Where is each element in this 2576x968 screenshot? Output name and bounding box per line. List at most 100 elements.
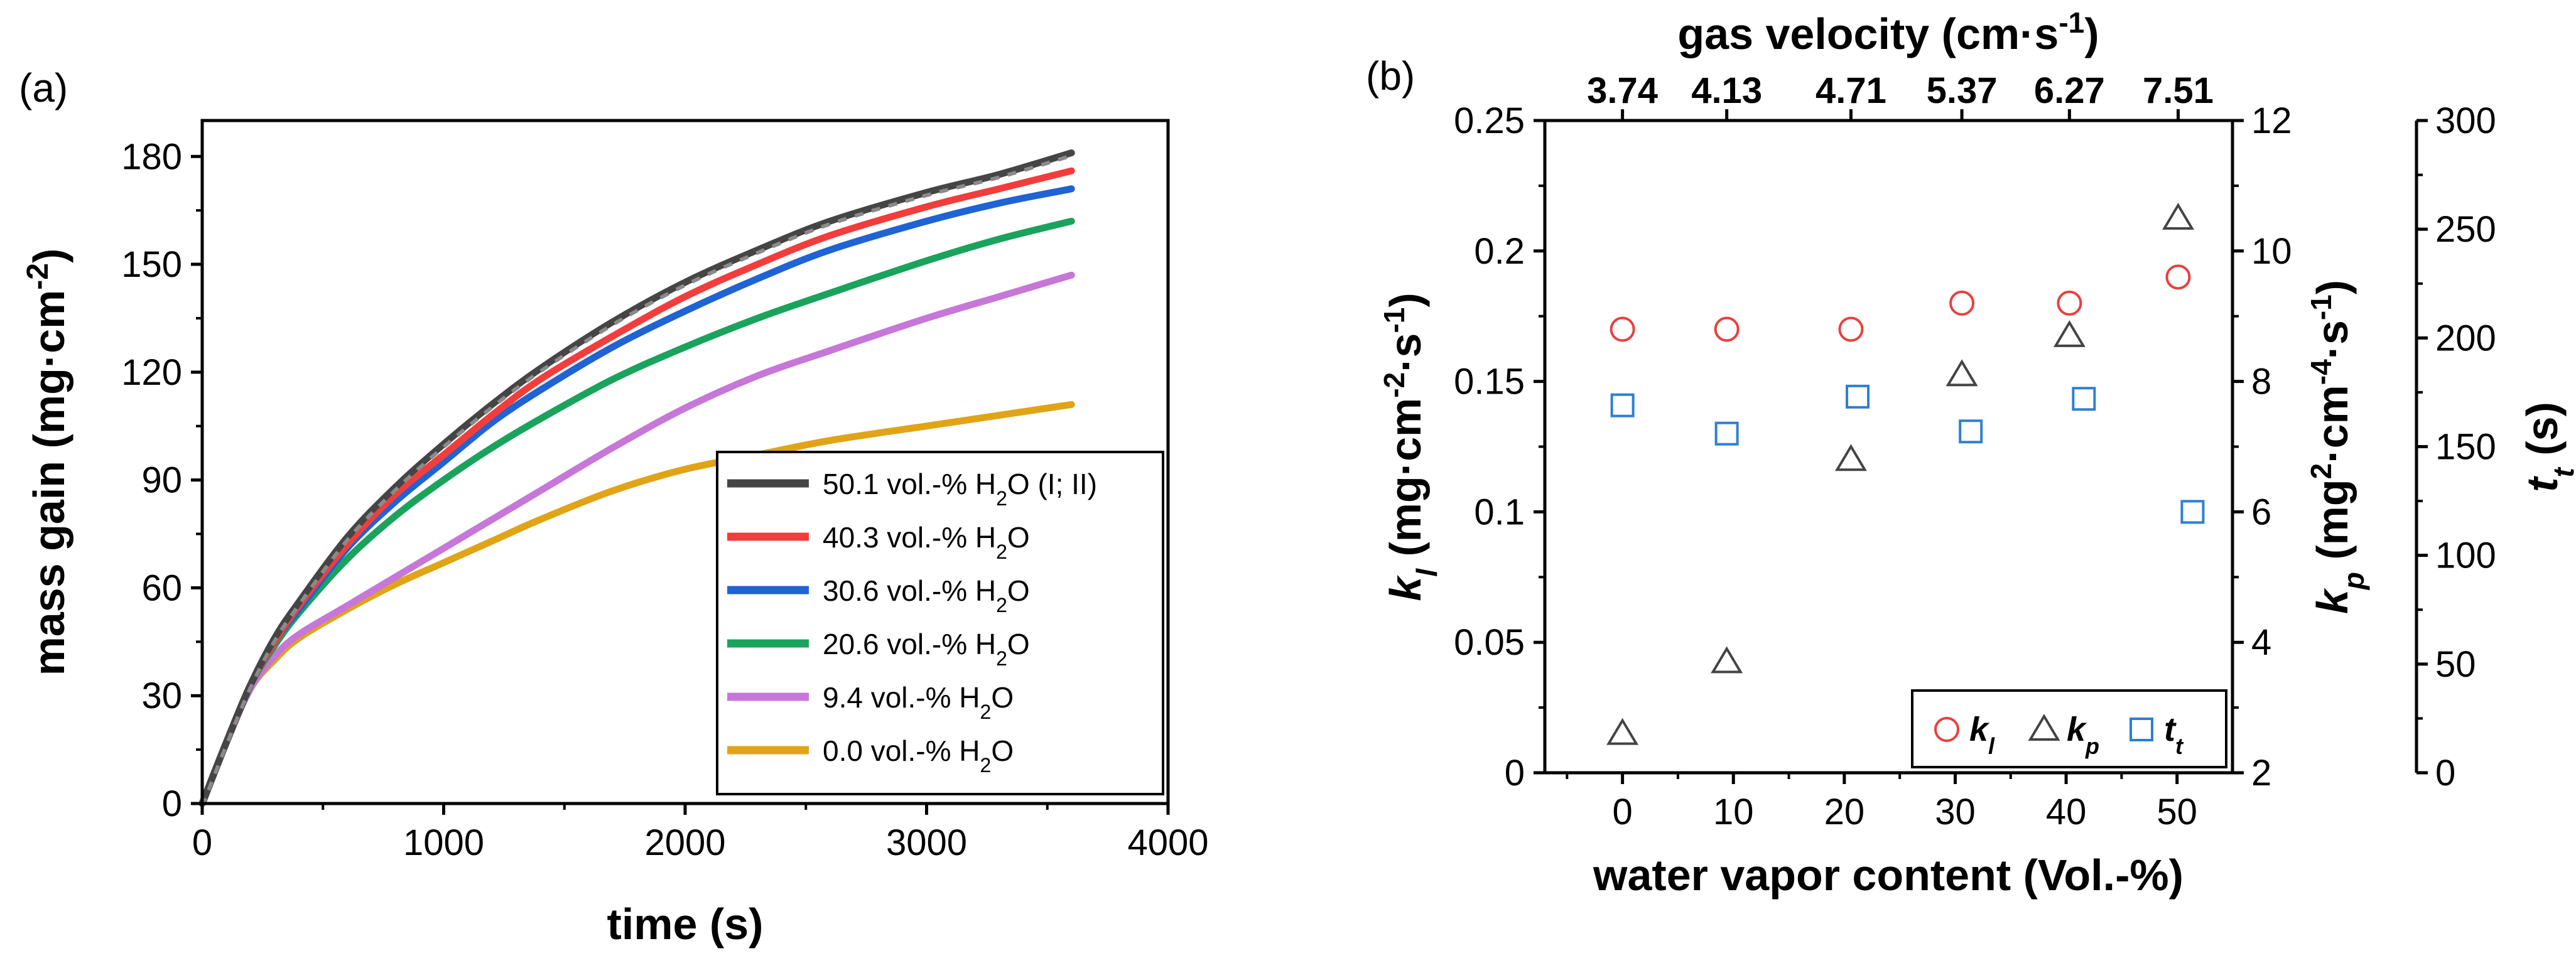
point-tt-2 [1846, 384, 1870, 409]
legend-label-sub: 2 [980, 701, 992, 723]
panel-a-x-label: time (s) [607, 900, 764, 949]
legend-label-end: O [1007, 628, 1030, 660]
point-kp-5 [2162, 202, 2194, 230]
left-tick-label: 0 [1505, 753, 1525, 793]
panel-b-right2-ticks: 0 50 100 150 200 250 300 [2416, 100, 2496, 793]
right1-tick-label: 8 [2251, 362, 2271, 402]
legend-label-sub: p [2085, 733, 2099, 759]
point-kp-3 [1946, 359, 1978, 387]
point-kl-1 [1714, 316, 1740, 342]
point-tt-3 [1959, 419, 1983, 444]
y-tick-label: 0 [162, 783, 182, 824]
panel-b-x-ticks: 0 10 20 30 40 50 [1566, 773, 2197, 832]
right1-tick-label: 4 [2251, 622, 2271, 663]
right2-tick-label: 0 [2435, 753, 2455, 793]
x-tick-label: 50 [2157, 792, 2197, 832]
x-tick-label: 20 [1824, 792, 1865, 832]
y-tick-label: 180 [121, 136, 182, 177]
legend-label-main: 0.0 vol.-% H [823, 734, 980, 767]
point-kl-3 [1949, 290, 1975, 316]
legend-label-main: 9.4 vol.-% H [823, 681, 980, 714]
x-tick-label: 4000 [1127, 822, 1208, 863]
left-tick-label: 0.2 [1474, 231, 1525, 272]
panel-a-y-ticks: 0 30 60 90 120 150 180 [121, 136, 202, 824]
x-tick-label: 2000 [644, 822, 725, 863]
top-tick-label: 5.37 [1927, 70, 1998, 111]
panel-b-left-y-label: kl (mg·cm-2·s-1) [1378, 293, 1443, 601]
legend-marker-tt [2130, 718, 2153, 741]
panel-b-label: (b) [1366, 53, 1415, 99]
series-line-4 [198, 271, 1075, 807]
panel-b: (b) 0 10 20 30 40 50 3.74 4.13 4.71 5.37 6.27 7.51… [1366, 6, 2576, 900]
x-tick-label: 0 [192, 822, 212, 863]
legend-label-sub: 2 [996, 647, 1007, 670]
point-kl-2 [1838, 316, 1864, 342]
point-kp-1 [1711, 646, 1743, 674]
top-tick-label: 4.71 [1816, 70, 1886, 111]
top-tick-label: 7.51 [2143, 70, 2214, 111]
x-tick-label: 0 [1612, 792, 1632, 832]
point-tt-1 [1714, 421, 1739, 446]
y-tick-label: 120 [121, 352, 182, 393]
right2-tick-label: 250 [2435, 209, 2496, 250]
legend-label-end: O [991, 681, 1014, 714]
panel-b-legend: kl kp tt [1911, 689, 2227, 768]
legend-label-sub: 2 [996, 540, 1007, 563]
left-tick-label: 0.15 [1454, 362, 1525, 402]
top-tick-label: 4.13 [1691, 70, 1762, 111]
panel-a-legend-entries: 50.1 vol.-% H2O (I; II)40.3 vol.-% H2O30… [727, 468, 1097, 777]
legend-label-end: O (I; II) [1007, 468, 1097, 500]
right1-tick-label: 12 [2251, 100, 2292, 141]
legend-label-main: 50.1 vol.-% H [823, 468, 996, 500]
legend-label-sym: k [2067, 711, 2087, 748]
top-tick-label: 3.74 [1587, 70, 1658, 111]
y-tick-label: 90 [141, 460, 182, 501]
panel-b-left-ticks: 0 0.05 0.1 0.15 0.2 0.25 [1454, 100, 1545, 793]
legend-marker-kp [2028, 714, 2060, 741]
legend-label-tt: tt [2164, 711, 2184, 759]
right1-tick-label: 10 [2251, 231, 2292, 272]
legend-label-sub: 2 [996, 487, 1007, 510]
right2-tick-label: 200 [2435, 318, 2496, 358]
right1-tick-label: 2 [2251, 753, 2271, 793]
left-tick-label: 0.1 [1474, 492, 1525, 532]
point-kp-2 [1834, 444, 1867, 471]
top-tick-label: 6.27 [2034, 70, 2105, 111]
legend-label-end: O [991, 734, 1014, 767]
y-tick-label: 30 [141, 675, 182, 716]
point-tt-4 [2072, 387, 2096, 411]
legend-label-end: O [1007, 521, 1030, 554]
right1-tick-label: 6 [2251, 492, 2271, 532]
legend-label-0: 50.1 vol.-% H2O (I; II) [823, 468, 1097, 510]
panel-a-y-label: mass gain (mg·cm-2) [21, 249, 74, 676]
x-tick-label: 30 [1935, 792, 1976, 832]
legend-label-1: 40.3 vol.-% H2O [823, 521, 1030, 563]
legend-label-kp: kp [2067, 711, 2099, 759]
panel-a: (a) 0 1000 2000 3000 4000 0 30 60 90 120 150 180 t… [19, 65, 1209, 949]
panel-b-points [1606, 202, 2205, 745]
legend-label-5: 0.0 vol.-% H2O [823, 734, 1014, 777]
right2-tick-label: 150 [2435, 427, 2496, 468]
legend-label-end: O [1007, 574, 1030, 607]
legend-label-main: 40.3 vol.-% H [823, 521, 996, 554]
legend-label-4: 9.4 vol.-% H2O [823, 681, 1014, 723]
point-kl-4 [2057, 290, 2082, 316]
point-kl-0 [1610, 316, 1635, 342]
panel-b-top-ticks: 3.74 4.13 4.71 5.37 6.27 7.51 [1587, 70, 2214, 121]
legend-label-main: 20.6 vol.-% H [823, 628, 996, 660]
panel-b-right2-y-label: tt (s) [2518, 402, 2576, 492]
panel-b-right1-y-label: kp (mg2·cm-4·s-1) [2305, 280, 2370, 614]
panel-a-legend-box [716, 451, 1164, 795]
x-tick-label: 3000 [886, 822, 967, 863]
left-tick-label: 0.25 [1454, 100, 1525, 141]
legend-label-sym: k [1969, 711, 1990, 748]
right2-tick-label: 100 [2435, 535, 2496, 576]
x-tick-label: 1000 [403, 822, 484, 863]
y-tick-label: 60 [141, 567, 182, 608]
legend-label-sub: t [2175, 733, 2184, 759]
legend-label-sub: 2 [996, 594, 1007, 616]
y-tick-label: 150 [121, 244, 182, 285]
panel-b-frame [1543, 119, 2234, 775]
panel-a-x-ticks: 0 1000 2000 3000 4000 [192, 804, 1209, 863]
